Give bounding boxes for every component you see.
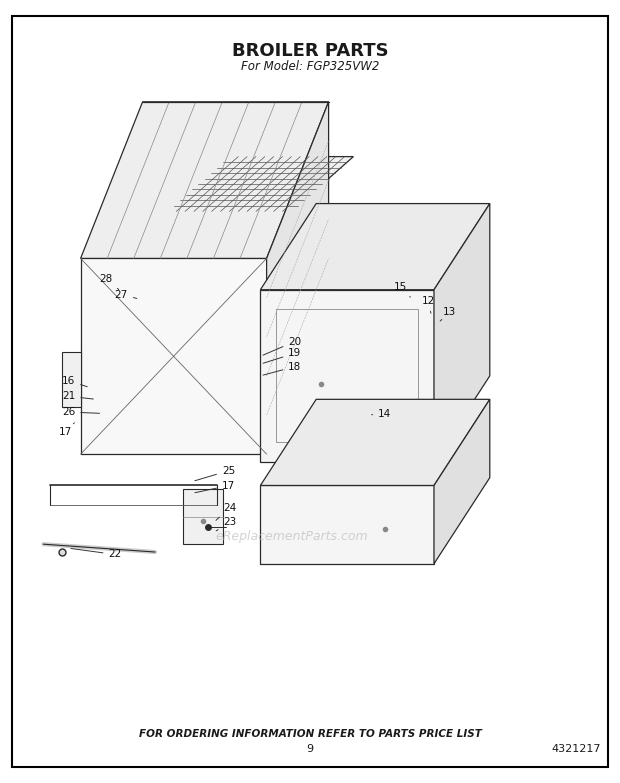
Text: 12: 12	[422, 296, 435, 313]
Text: BROILER PARTS: BROILER PARTS	[232, 42, 388, 60]
Text: eReplacementParts.com: eReplacementParts.com	[215, 530, 368, 543]
Polygon shape	[267, 102, 329, 454]
Polygon shape	[260, 204, 490, 290]
Text: 13: 13	[440, 307, 456, 321]
Polygon shape	[260, 290, 434, 462]
Text: 25: 25	[195, 466, 235, 481]
Text: 24: 24	[216, 503, 236, 521]
Polygon shape	[260, 399, 490, 485]
Text: For Model: FGP325VW2: For Model: FGP325VW2	[241, 60, 379, 73]
Polygon shape	[167, 157, 353, 211]
Polygon shape	[434, 204, 490, 462]
Text: 18: 18	[263, 362, 301, 375]
Text: 16: 16	[62, 376, 87, 387]
Polygon shape	[434, 399, 490, 564]
Polygon shape	[62, 352, 81, 407]
Polygon shape	[81, 258, 267, 454]
Text: 20: 20	[263, 337, 301, 355]
Text: 15: 15	[394, 282, 410, 297]
Polygon shape	[81, 102, 329, 258]
Text: 21: 21	[62, 392, 94, 402]
Text: 14: 14	[371, 409, 391, 419]
Text: 17: 17	[59, 423, 74, 437]
Text: 22: 22	[71, 548, 122, 560]
Polygon shape	[260, 485, 434, 564]
Text: 17: 17	[195, 481, 235, 493]
Text: 19: 19	[263, 348, 301, 363]
Text: 4321217: 4321217	[552, 744, 601, 753]
Text: 27: 27	[115, 290, 137, 300]
Text: 28: 28	[99, 274, 119, 290]
Text: FOR ORDERING INFORMATION REFER TO PARTS PRICE LIST: FOR ORDERING INFORMATION REFER TO PARTS …	[138, 730, 482, 739]
Text: 26: 26	[62, 407, 100, 417]
Text: 23: 23	[216, 517, 236, 531]
Polygon shape	[183, 489, 223, 544]
Text: 9: 9	[306, 744, 314, 753]
